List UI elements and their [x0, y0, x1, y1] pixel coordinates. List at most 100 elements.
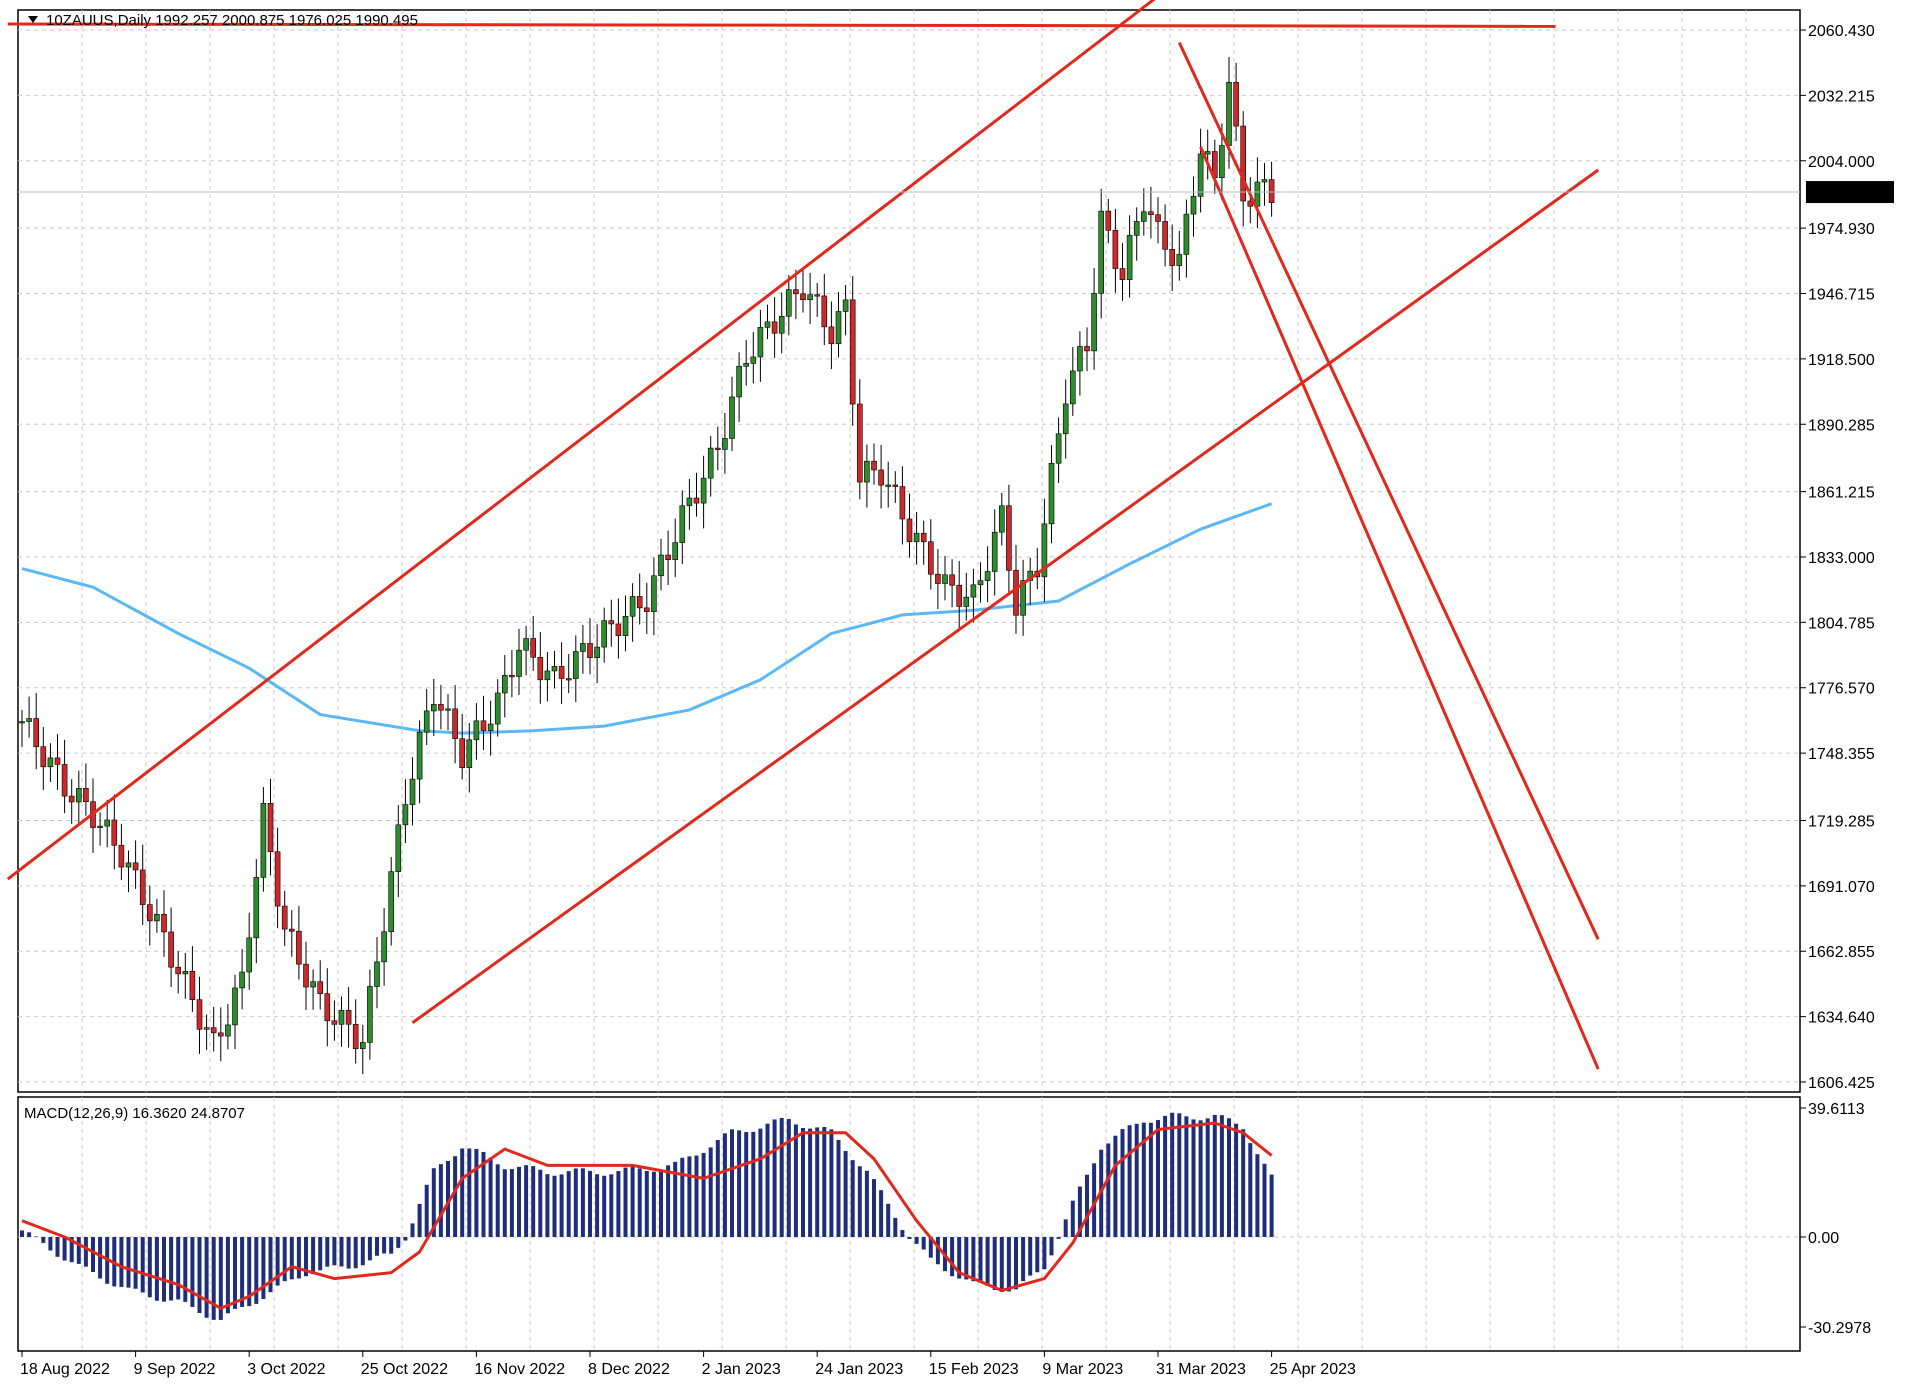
- candle-body: [26, 718, 32, 722]
- candle-body: [480, 720, 487, 731]
- candle-body: [523, 638, 529, 651]
- macd-histogram-bar: [694, 1155, 699, 1237]
- candle-body: [594, 646, 600, 658]
- candle-body: [530, 638, 537, 658]
- macd-histogram-bar: [48, 1237, 53, 1251]
- macd-histogram-bar: [545, 1174, 550, 1237]
- candle-body: [757, 327, 764, 358]
- candle-body: [1261, 179, 1268, 183]
- candle-body: [111, 819, 118, 846]
- candle-body: [239, 971, 245, 989]
- macd-histogram-bar: [914, 1237, 919, 1244]
- macd-histogram-bar: [850, 1160, 855, 1237]
- macd-histogram-bar: [801, 1128, 805, 1237]
- macd-histogram-bar: [985, 1237, 990, 1287]
- date-tick-label: 9 Mar 2023: [1042, 1361, 1123, 1378]
- candle-body: [1240, 125, 1246, 202]
- macd-histogram-bar: [275, 1237, 280, 1286]
- candle-body: [807, 294, 813, 301]
- candle-body: [516, 649, 522, 677]
- candle-body: [1077, 346, 1083, 372]
- date-tick-label: 3 Oct 2022: [247, 1361, 325, 1378]
- candle-body: [622, 615, 629, 636]
- candlestick-series: [19, 56, 1275, 1075]
- candle-body: [182, 970, 189, 975]
- macd-histogram-bar: [1177, 1113, 1182, 1237]
- macd-histogram-bar: [62, 1237, 67, 1261]
- macd-histogram-bar: [147, 1237, 152, 1298]
- macd-histogram-bar: [460, 1148, 465, 1237]
- macd-histogram-bar: [822, 1127, 827, 1237]
- macd-histogram-bar: [1184, 1116, 1189, 1237]
- date-tick-label: 2 Jan 2023: [702, 1361, 781, 1378]
- candle-body: [1197, 153, 1204, 197]
- macd-tick-label: 0.00: [1808, 1230, 1839, 1247]
- dropdown-triangle-icon[interactable]: [28, 16, 38, 23]
- macd-histogram-bar: [41, 1237, 46, 1243]
- candle-body: [54, 757, 61, 765]
- macd-histogram-bar: [133, 1237, 138, 1289]
- candle-body: [871, 460, 877, 471]
- macd-histogram-bar: [573, 1168, 578, 1237]
- macd-histogram-bar: [1120, 1129, 1125, 1237]
- candle-body: [1091, 293, 1097, 352]
- macd-histogram-bar: [360, 1237, 365, 1266]
- candle-body: [800, 293, 806, 301]
- macd-histogram-bar: [1035, 1237, 1040, 1273]
- candle-body: [892, 484, 899, 487]
- macd-histogram-bar: [1141, 1122, 1146, 1237]
- macd-histogram-bar: [240, 1237, 245, 1307]
- candle-body: [1148, 211, 1154, 215]
- candle-body: [1254, 181, 1261, 207]
- candle-body: [956, 584, 963, 607]
- macd-histogram-bar: [964, 1237, 969, 1280]
- candle-body: [61, 764, 68, 797]
- candle-body: [430, 704, 437, 712]
- candle-body: [303, 963, 309, 988]
- candle-body: [83, 788, 89, 803]
- candle-body: [19, 721, 25, 724]
- candle-body: [402, 804, 409, 826]
- candle-body: [210, 1027, 217, 1034]
- macd-histogram-bar: [83, 1237, 88, 1267]
- macd-histogram-bar: [872, 1179, 876, 1237]
- macd-histogram-bar: [34, 1236, 39, 1237]
- candle-body: [1141, 211, 1147, 222]
- macd-histogram-bar: [772, 1119, 777, 1237]
- macd-histogram-bar: [843, 1151, 848, 1237]
- macd-histogram-bar: [1014, 1237, 1018, 1290]
- price-tick-label: 1861.215: [1808, 485, 1875, 502]
- price-tick-label: 2060.430: [1808, 23, 1875, 40]
- candle-body: [1268, 179, 1275, 203]
- price-axis: 2060.430 2032.215 2004.000 1974.930 1946.715…: [1800, 23, 1875, 1092]
- macd-histogram-bar: [289, 1237, 294, 1280]
- macd-histogram-bar: [630, 1166, 635, 1237]
- macd-histogram-bar: [183, 1237, 188, 1302]
- macd-histogram-bar: [815, 1127, 820, 1237]
- candle-body: [473, 720, 480, 741]
- candle-body: [409, 778, 416, 805]
- candle-body: [232, 987, 238, 1026]
- candle-body: [154, 913, 160, 922]
- price-tick-label: 1634.640: [1808, 1010, 1875, 1027]
- macd-histogram-bar: [446, 1161, 450, 1237]
- candle-body: [672, 542, 679, 560]
- candle-body: [1062, 403, 1069, 435]
- candle-body: [47, 757, 54, 768]
- candle-body: [189, 970, 196, 1000]
- candle-body: [608, 620, 615, 625]
- trend-lines[interactable]: [6, 0, 1600, 1070]
- macd-histogram-bar: [247, 1237, 252, 1307]
- macd-histogram-bar: [673, 1161, 678, 1237]
- macd-histogram-bar: [992, 1237, 997, 1291]
- macd-histogram-bar: [1191, 1119, 1196, 1237]
- price-tick-label: 1974.930: [1808, 221, 1875, 238]
- macd-histogram-bar: [154, 1237, 159, 1301]
- macd-histogram-bar: [126, 1237, 131, 1288]
- date-tick-label: 9 Sep 2022: [134, 1361, 216, 1378]
- candle-body: [267, 803, 274, 853]
- candle-body: [260, 803, 267, 878]
- candle-body: [821, 295, 828, 328]
